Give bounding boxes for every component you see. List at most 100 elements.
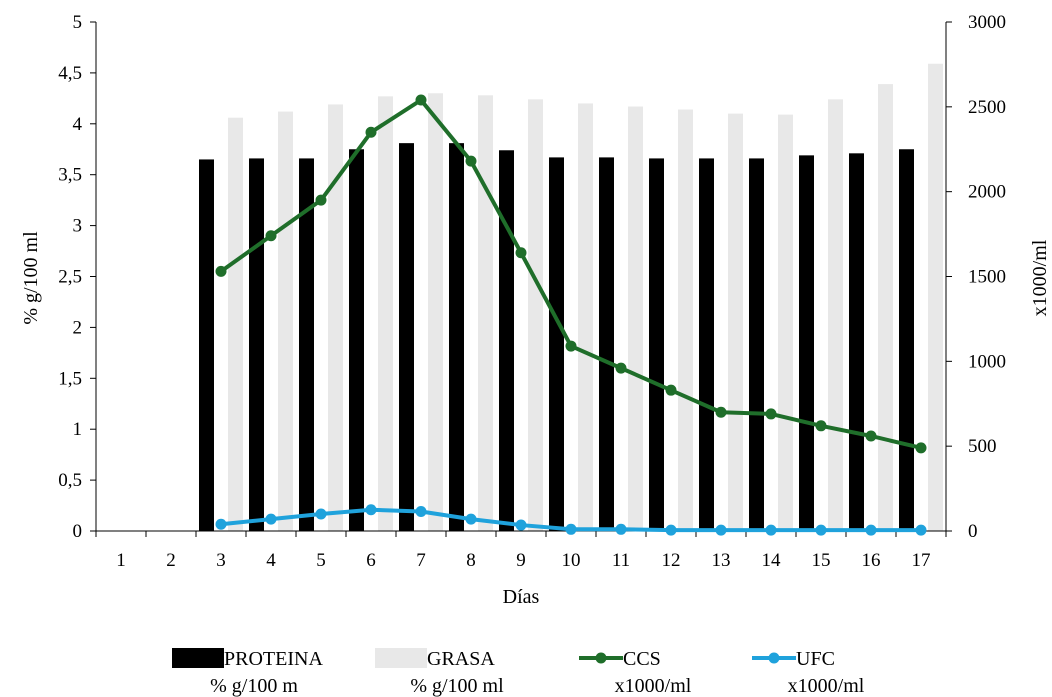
bar-grasa [228, 117, 243, 531]
x-tick-label: 8 [466, 550, 476, 571]
bar-proteina [499, 150, 514, 531]
point-ufc [815, 524, 827, 536]
y2-tick-label: 0 [968, 521, 978, 542]
bar-proteina [199, 159, 214, 531]
y-axis-title: % g/100 ml [20, 231, 42, 325]
x-tick-label: 4 [266, 550, 276, 571]
point-ccs [865, 430, 877, 442]
point-ccs [565, 340, 577, 352]
x-tick-label: 1 [116, 550, 126, 571]
bar-proteina [699, 158, 714, 532]
bar-grasa [878, 84, 893, 532]
bar-grasa [528, 99, 543, 532]
y2-tick-label: 500 [968, 436, 997, 457]
legend-label-ccs: CCS [623, 648, 661, 670]
y-tick-label: 2 [73, 317, 83, 338]
point-ufc [215, 518, 227, 530]
x-tick-label: 5 [316, 550, 326, 571]
axes-layer [90, 21, 952, 537]
bar-grasa [378, 96, 393, 532]
x-tick-label: 15 [812, 550, 831, 571]
bar-grasa [628, 106, 643, 531]
point-ccs [465, 155, 477, 167]
point-ufc [365, 504, 377, 516]
legend-marker-ccs [595, 652, 607, 664]
bar-proteina [649, 158, 664, 532]
bar-grasa [478, 95, 493, 532]
x-tick-label: 11 [612, 550, 630, 571]
legend: PROTEINA % g/100 m GRASA % g/100 ml CCS x1000… [172, 648, 865, 697]
lines-layer [215, 94, 927, 536]
y-tick-label: 0 [73, 521, 83, 542]
ticks-layer: 0 0,5 1 1,5 2 2,5 3 3,5 4 4,5 5 0 500 1000 1500 2000 250… [58, 12, 1006, 571]
y-tick-label: 0,5 [58, 470, 82, 491]
x-tick-label: 16 [862, 550, 881, 571]
point-ufc [765, 524, 777, 536]
point-ufc [615, 523, 627, 535]
bar-proteina [449, 143, 464, 531]
x-tick-label: 12 [662, 550, 681, 571]
y2-tick-label: 3000 [968, 12, 1006, 33]
x-tick-label: 10 [562, 550, 581, 571]
legend-sublabel-ccs: x1000/ml [615, 675, 692, 697]
legend-label-ufc: UFC [796, 648, 835, 670]
y-tick-label: 3,5 [58, 165, 82, 186]
legend-marker-ufc [768, 652, 780, 664]
legend-sublabel-ufc: x1000/ml [788, 675, 865, 697]
point-ufc [865, 524, 877, 536]
bar-proteina [549, 157, 564, 532]
bar-proteina [249, 158, 264, 532]
bar-grasa [328, 104, 343, 531]
x-axis-title: Días [503, 586, 540, 608]
legend-sublabel-grasa: % g/100 ml [410, 675, 504, 697]
point-ccs [315, 194, 327, 206]
bar-grasa [928, 63, 943, 531]
point-ufc [565, 523, 577, 535]
y2-tick-label: 2500 [968, 97, 1006, 118]
y-tick-label: 1,5 [58, 368, 82, 389]
bar-proteina [899, 149, 914, 531]
bar-grasa [678, 109, 693, 531]
point-ufc [465, 513, 477, 525]
point-ccs [765, 408, 777, 420]
bar-proteina [849, 153, 864, 531]
point-ccs [665, 384, 677, 396]
legend-swatch-proteina [172, 648, 224, 668]
y-tick-label: 5 [73, 12, 83, 33]
y-tick-label: 4,5 [58, 63, 82, 84]
point-ufc [665, 524, 677, 536]
y2-tick-label: 1500 [968, 267, 1006, 288]
x-tick-label: 14 [762, 550, 782, 571]
y-tick-label: 4 [73, 114, 83, 135]
line-ccs [219, 98, 922, 450]
point-ccs [515, 247, 527, 259]
y-tick-label: 3 [73, 216, 83, 237]
point-ufc [315, 508, 327, 520]
bar-grasa [578, 103, 593, 531]
bar-proteina [299, 158, 314, 532]
bar-proteina [799, 155, 814, 531]
bars-layer [199, 63, 943, 532]
point-ccs [265, 230, 277, 242]
y2-tick-label: 2000 [968, 182, 1006, 203]
point-ccs [215, 265, 227, 277]
point-ufc [515, 519, 527, 531]
x-tick-label: 7 [416, 550, 426, 571]
point-ufc [915, 524, 927, 536]
x-tick-label: 6 [366, 550, 376, 571]
bar-grasa [428, 93, 443, 531]
legend-swatch-grasa [375, 648, 427, 668]
point-ccs [915, 442, 927, 454]
bar-grasa [828, 99, 843, 532]
y2-tick-label: 1000 [968, 351, 1006, 372]
x-tick-label: 17 [912, 550, 931, 571]
bar-proteina [599, 157, 614, 532]
point-ccs [365, 126, 377, 138]
bar-grasa [778, 114, 793, 531]
legend-label-grasa: GRASA [427, 648, 495, 670]
point-ccs [415, 94, 427, 106]
point-ufc [715, 524, 727, 536]
bar-grasa [728, 113, 743, 532]
bar-grasa [278, 111, 293, 532]
